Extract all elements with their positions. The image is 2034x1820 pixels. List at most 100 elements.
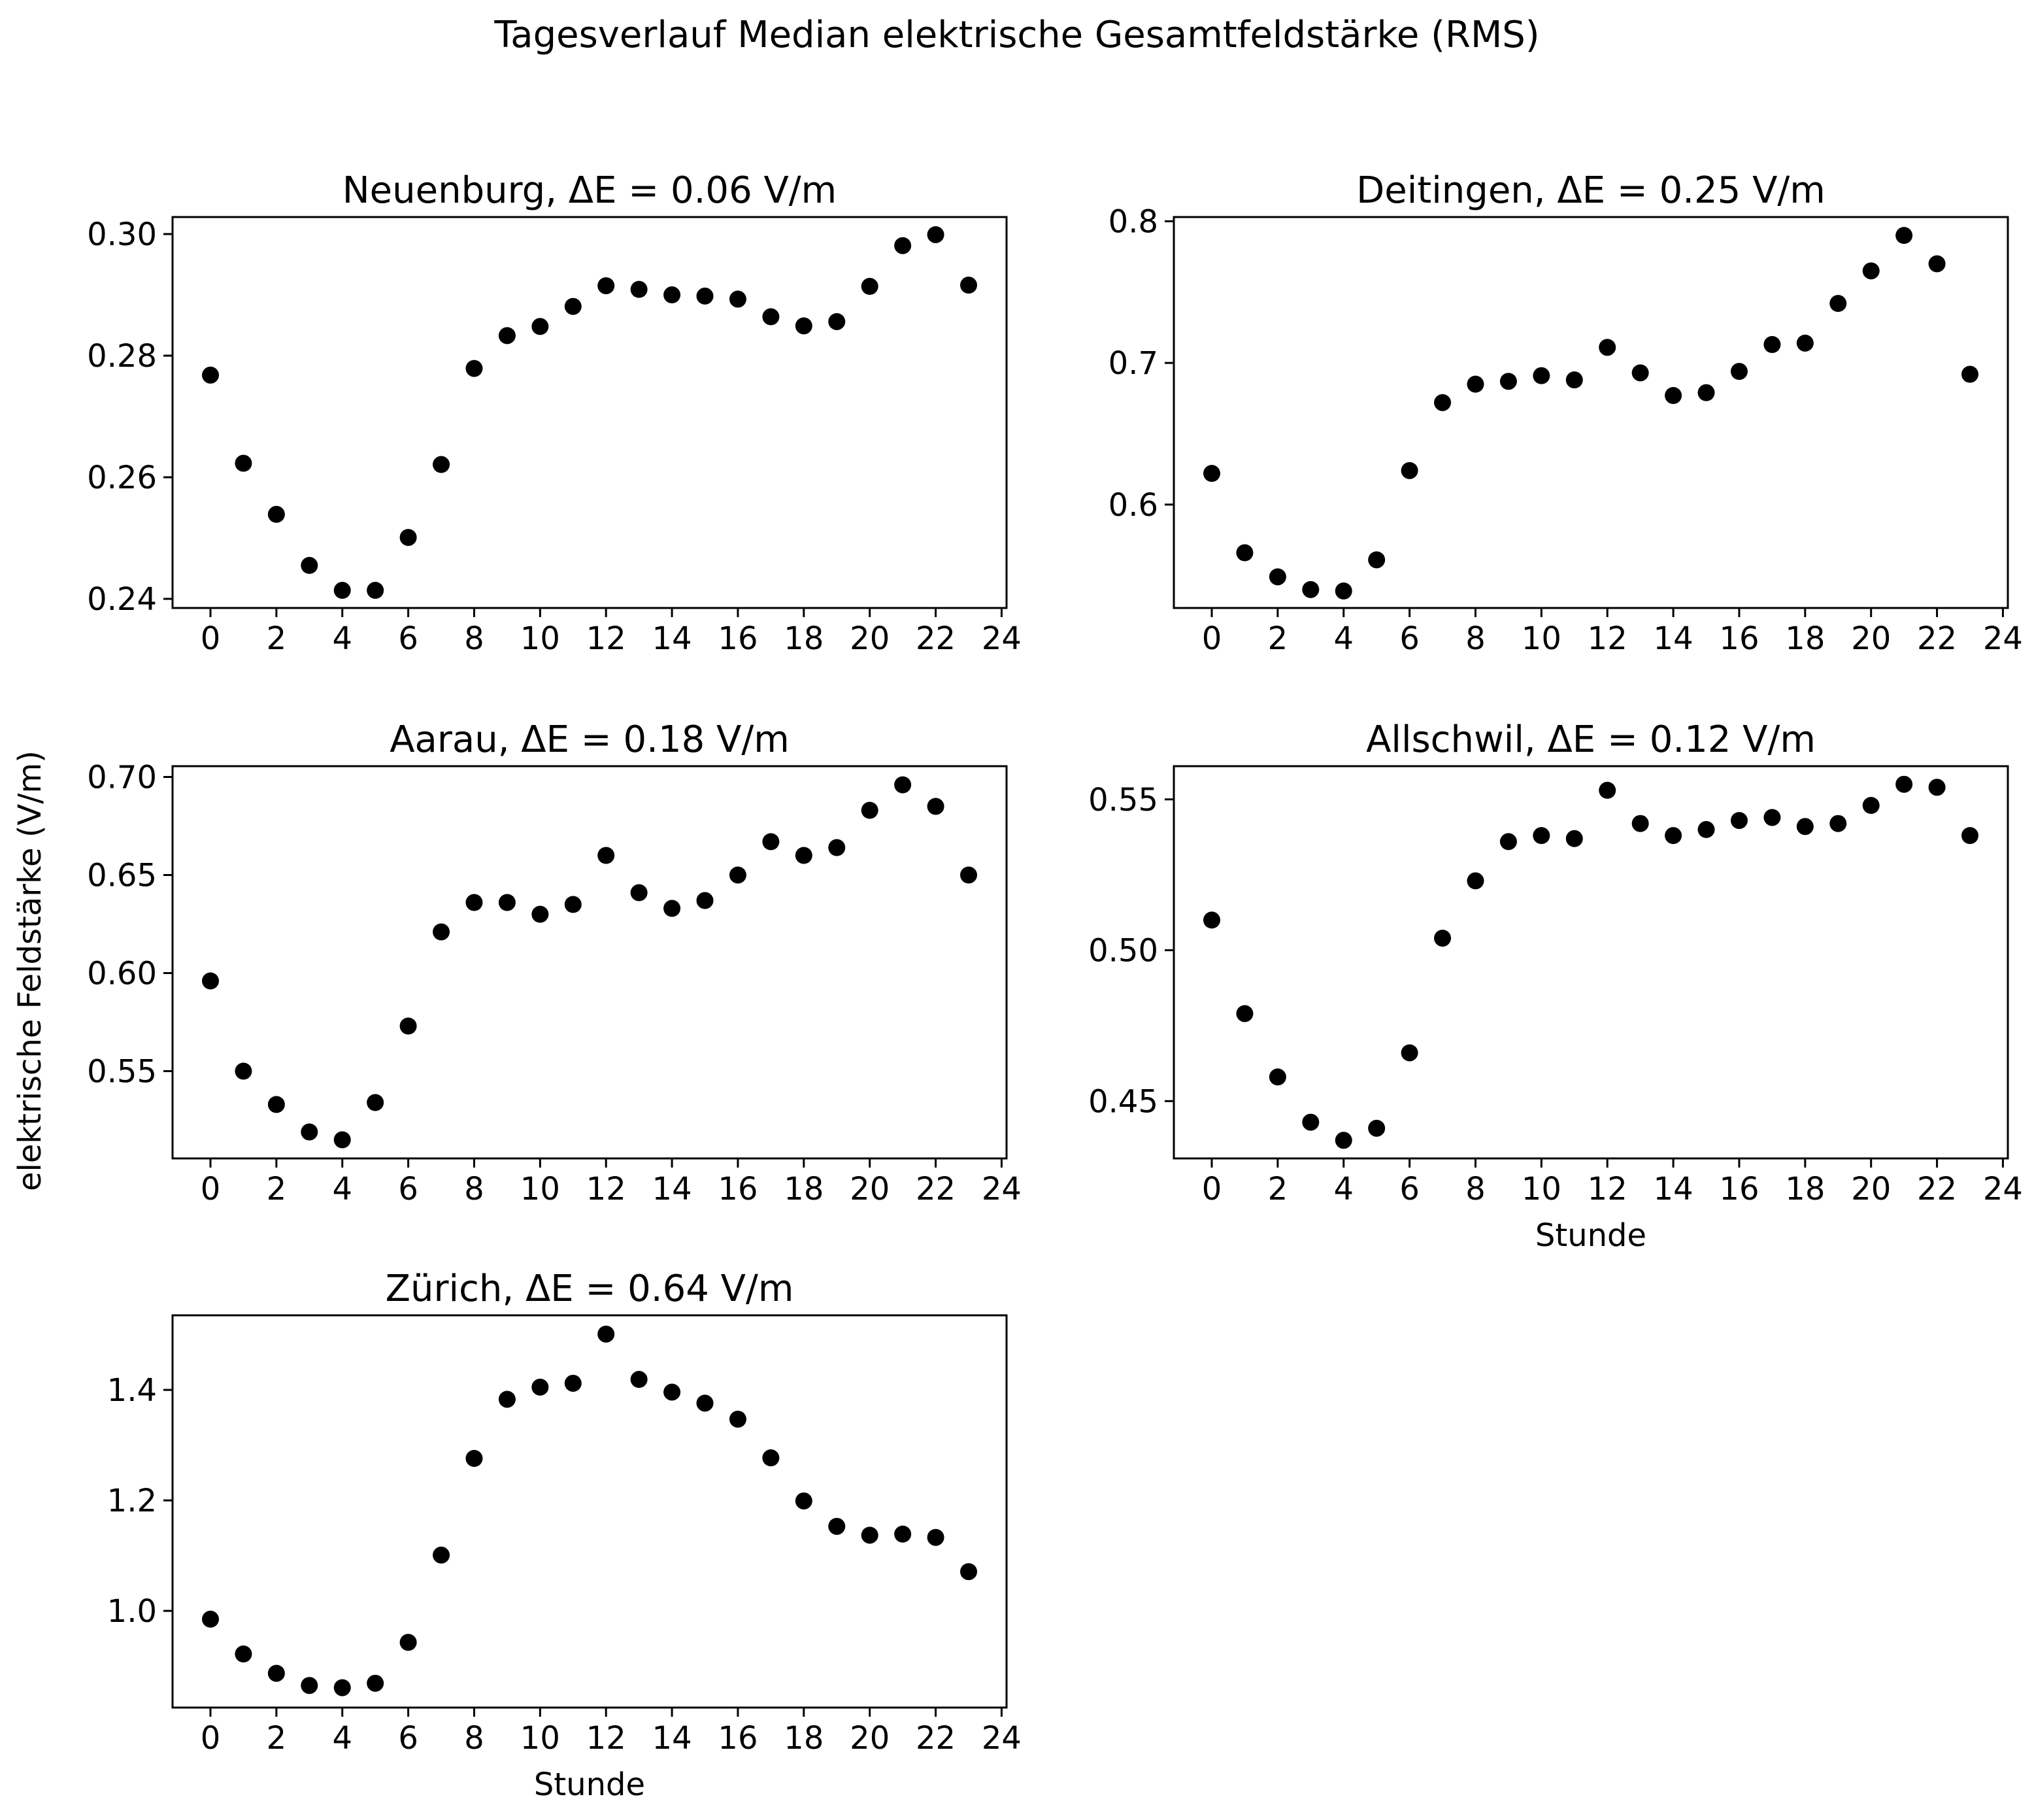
data-point bbox=[564, 896, 582, 913]
x-tick-label: 2 bbox=[267, 620, 287, 657]
axes-frame-aarau bbox=[171, 765, 1008, 1160]
x-tick-label: 12 bbox=[586, 1720, 626, 1757]
data-point bbox=[202, 366, 219, 384]
x-tick-label: 0 bbox=[201, 1171, 221, 1207]
data-point bbox=[1961, 365, 1978, 383]
x-tick-label: 18 bbox=[1785, 1171, 1825, 1207]
data-point bbox=[1928, 255, 1946, 273]
y-tick-label: 0.65 bbox=[87, 858, 157, 894]
data-point bbox=[762, 1449, 780, 1467]
data-point bbox=[267, 1664, 285, 1682]
x-tick-label: 12 bbox=[586, 1171, 626, 1207]
data-point bbox=[729, 866, 746, 884]
data-point bbox=[597, 277, 615, 295]
y-tick-label: 0.7 bbox=[1109, 345, 1158, 382]
x-tick-label: 8 bbox=[1465, 1171, 1486, 1207]
y-tick-label: 0.28 bbox=[87, 338, 157, 375]
panel-title-allschwil: Allschwil, ΔE = 0.12 V/m bbox=[1366, 718, 1816, 761]
data-point bbox=[1565, 830, 1583, 847]
x-tick-label: 20 bbox=[850, 620, 890, 657]
data-point bbox=[597, 847, 615, 864]
x-axis-label: Stunde bbox=[1535, 1217, 1646, 1254]
data-point bbox=[1796, 818, 1814, 835]
y-tick-label: 0.30 bbox=[87, 216, 157, 253]
data-point bbox=[1335, 1132, 1352, 1149]
data-point bbox=[630, 1371, 648, 1389]
data-point bbox=[531, 1378, 549, 1396]
data-point bbox=[1763, 809, 1781, 826]
x-tick-label: 6 bbox=[398, 1171, 418, 1207]
data-point bbox=[1236, 544, 1254, 562]
x-tick-label: 12 bbox=[586, 620, 626, 657]
x-tick-label: 20 bbox=[1851, 1171, 1891, 1207]
data-point bbox=[498, 327, 516, 345]
data-point bbox=[1368, 1119, 1386, 1137]
data-point bbox=[630, 280, 648, 298]
data-point bbox=[1236, 1005, 1254, 1022]
x-tick-label: 20 bbox=[850, 1171, 890, 1207]
data-point bbox=[861, 278, 878, 295]
data-point bbox=[202, 1610, 219, 1628]
x-tick-label: 18 bbox=[784, 1720, 824, 1757]
data-point bbox=[1829, 295, 1847, 312]
y-tick-label: 0.55 bbox=[1088, 782, 1158, 818]
data-point bbox=[1368, 551, 1386, 569]
data-point bbox=[1631, 815, 1649, 832]
data-point bbox=[630, 884, 648, 902]
data-point bbox=[465, 1449, 483, 1467]
y-tick-label: 0.45 bbox=[1088, 1083, 1158, 1120]
x-tick-label: 24 bbox=[982, 1171, 1022, 1207]
data-point bbox=[1829, 815, 1847, 832]
y-tick-label: 1.0 bbox=[107, 1593, 157, 1630]
data-point bbox=[267, 505, 285, 523]
x-tick-label: 4 bbox=[1333, 620, 1354, 657]
data-point bbox=[1203, 465, 1220, 482]
y-tick-label: 1.2 bbox=[107, 1483, 157, 1519]
data-point bbox=[861, 1526, 878, 1544]
x-axis-label: Stunde bbox=[534, 1766, 645, 1803]
x-tick-label: 14 bbox=[1654, 620, 1693, 657]
x-tick-label: 0 bbox=[201, 1720, 221, 1757]
data-point bbox=[960, 866, 977, 884]
data-point bbox=[828, 312, 846, 330]
data-point bbox=[399, 1634, 417, 1651]
data-point bbox=[927, 1528, 944, 1546]
x-tick-label: 4 bbox=[1333, 1171, 1354, 1207]
x-tick-label: 0 bbox=[201, 620, 221, 657]
data-point bbox=[433, 1546, 450, 1564]
data-point bbox=[1961, 827, 1978, 845]
x-tick-label: 12 bbox=[1588, 620, 1627, 657]
data-point bbox=[399, 529, 417, 547]
data-point bbox=[1631, 364, 1649, 382]
y-tick-label: 0.55 bbox=[87, 1054, 157, 1090]
x-tick-label: 14 bbox=[652, 1720, 692, 1757]
data-point bbox=[333, 1679, 351, 1696]
data-point bbox=[894, 776, 912, 794]
panel-neuenburg: Neuenburg, ΔE = 0.06 V/m0 2 4 6 8 10 12 14 16 18 2… bbox=[87, 169, 1022, 657]
data-point bbox=[696, 287, 714, 305]
data-point bbox=[1665, 827, 1682, 845]
x-tick-label: 6 bbox=[1399, 1171, 1420, 1207]
x-tick-label: 2 bbox=[1268, 1171, 1288, 1207]
data-point bbox=[498, 894, 516, 911]
panel-title-aarau: Aarau, ΔE = 0.18 V/m bbox=[390, 718, 790, 761]
data-point bbox=[433, 456, 450, 473]
y-tick-label: 0.60 bbox=[87, 956, 157, 992]
data-point bbox=[762, 308, 780, 326]
data-point bbox=[1697, 384, 1715, 401]
data-point bbox=[1599, 339, 1616, 356]
data-point bbox=[367, 1094, 384, 1111]
data-point bbox=[1302, 1113, 1320, 1131]
axes-frame-deitingen bbox=[1173, 216, 2009, 609]
data-point bbox=[235, 1645, 252, 1663]
x-tick-label: 14 bbox=[652, 1171, 692, 1207]
data-point bbox=[762, 833, 780, 851]
x-tick-label: 16 bbox=[718, 620, 758, 657]
x-tick-label: 10 bbox=[520, 620, 560, 657]
y-tick-label: 0.50 bbox=[1088, 933, 1158, 969]
x-tick-label: 18 bbox=[784, 620, 824, 657]
x-tick-label: 6 bbox=[398, 1720, 418, 1757]
x-tick-label: 16 bbox=[1719, 1171, 1759, 1207]
x-tick-label: 0 bbox=[1202, 1171, 1222, 1207]
